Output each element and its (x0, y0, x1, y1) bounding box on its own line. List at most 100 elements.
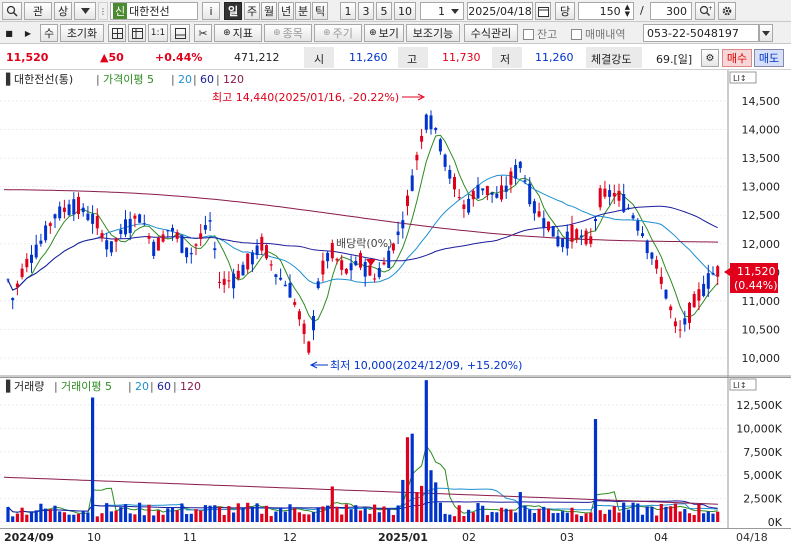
volume-bar (650, 506, 654, 522)
volume-bar (340, 514, 344, 522)
volume-bar (175, 510, 179, 522)
zoom-plus-icon[interactable]: + (695, 2, 715, 20)
stepper-icon[interactable]: ⋮ (98, 2, 108, 20)
volume-chart[interactable]: 12,500K 10,000K 7,500K 5,000K 2,500K 0K ▌ 거래량… (0, 377, 791, 528)
info-button[interactable]: i (202, 2, 220, 20)
candle-body (575, 229, 579, 240)
volume-bar (673, 503, 677, 522)
price-chart[interactable]: 14,500 14,000 13,500 13,000 12,500 12,000 11,5… (0, 70, 791, 377)
price-y-tick: 14,500 (742, 95, 781, 108)
total-input[interactable]: 300 (650, 2, 692, 20)
minute-3-button[interactable]: 3 (358, 2, 374, 20)
volume-bar (640, 514, 645, 522)
buy-button[interactable]: 매수 (722, 49, 752, 67)
watch-button[interactable]: 관 (24, 2, 52, 20)
high-annotation: 최고 14,440(2025/01/16, -20.22%) (212, 91, 399, 104)
minute-10-button[interactable]: 10 (394, 2, 416, 20)
calendar-icon[interactable] (535, 2, 551, 20)
log-scale-icon[interactable] (729, 71, 757, 84)
candle-body (58, 206, 62, 219)
volume-bar (241, 507, 245, 522)
chevron-down-icon[interactable] (759, 24, 773, 42)
account-select[interactable]: 053-22-5048197 (643, 24, 759, 42)
period-minute-tab[interactable]: 분 (295, 2, 311, 20)
candle-body (279, 277, 283, 280)
minute-1-button[interactable]: 1 (340, 2, 356, 20)
formula-button[interactable]: 수식관리 (464, 24, 518, 42)
aux-button[interactable]: 보조기능 (406, 24, 460, 42)
num-button[interactable]: 수 (40, 24, 58, 42)
candle-body (532, 201, 536, 214)
gear-icon[interactable] (718, 2, 736, 20)
candle-body (265, 245, 268, 259)
volume-bar (377, 512, 381, 522)
candle-body (391, 243, 395, 251)
stock-name-field[interactable]: 신 대한전선 (110, 2, 198, 20)
volume-bar (575, 514, 579, 522)
period-day-tab[interactable]: 일 (224, 2, 242, 20)
period-tick-tab[interactable]: 틱 (312, 2, 328, 20)
volume-bar (189, 513, 193, 522)
period-month-tab[interactable]: 월 (261, 2, 277, 20)
reset-button[interactable]: 초기화 (60, 24, 104, 42)
period-button[interactable]: ⊕ 주기 (314, 24, 362, 42)
volume-bar (467, 509, 471, 522)
minute-5-button[interactable]: 5 (376, 2, 392, 20)
volume-bar (471, 512, 475, 522)
candle-body (523, 180, 527, 182)
candle-body (288, 283, 292, 298)
scissors-icon[interactable]: ✂ (194, 24, 212, 42)
candle-body (448, 169, 452, 179)
candle-body (518, 161, 522, 169)
grid-icon[interactable] (108, 24, 126, 42)
balance-checkbox[interactable]: 잔고 (523, 26, 557, 42)
candle-body (142, 223, 146, 225)
volume-bar (302, 514, 306, 522)
volume-bar (293, 508, 297, 522)
candle-body (565, 231, 569, 249)
panel-icon[interactable] (170, 24, 190, 42)
chevron-right-icon[interactable]: ▶ (24, 28, 32, 38)
candle-body (100, 233, 104, 239)
ratio-icon[interactable]: 1:1 (148, 24, 168, 42)
magnifier-icon[interactable] (2, 2, 22, 20)
table-icon[interactable] (128, 24, 146, 42)
tick-select[interactable]: 1 (420, 2, 464, 20)
volume-bar (100, 513, 104, 522)
volume-bar (321, 506, 325, 522)
volume-bar (438, 502, 442, 522)
period-week-tab[interactable]: 주 (244, 2, 260, 20)
period-year-tab[interactable]: 년 (278, 2, 294, 20)
volume-bar (598, 510, 602, 522)
candle-body (467, 198, 471, 213)
indicator-button[interactable]: ⊕ 지표 (214, 24, 262, 42)
low-label: 저 (500, 53, 511, 66)
gear-icon[interactable]: ⚙ (701, 49, 719, 67)
ascend-button[interactable]: 상 (54, 2, 72, 20)
square-icon[interactable]: ■ (5, 28, 13, 38)
volume-bar (551, 513, 555, 522)
chevron-down-icon[interactable] (74, 2, 96, 20)
count-stepper[interactable]: 150 ▲ ▼ (578, 2, 634, 20)
volume-bar (589, 512, 593, 522)
volume-bar (391, 514, 395, 522)
sell-button[interactable]: 매도 (754, 49, 784, 67)
log-scale-icon-label: LI↕ (733, 74, 747, 83)
volume-bar (349, 509, 353, 522)
price-legend-ma5: 가격이평 5 (103, 73, 154, 86)
view-button[interactable]: ⊕ 보기 (364, 24, 404, 42)
stock-button[interactable]: ⊕ 종목 (264, 24, 312, 42)
trades-checkbox[interactable]: 매매내역 (571, 26, 625, 42)
candle-body (307, 341, 311, 353)
date-input[interactable]: 2025/04/18 (467, 2, 533, 20)
candle-body (227, 280, 231, 282)
volume-bar (396, 505, 400, 522)
low-label-bg (492, 47, 522, 68)
unit-label[interactable]: 당 (555, 2, 575, 20)
moving-average-line (3, 189, 719, 243)
candle-body (250, 252, 254, 265)
candle-body (631, 215, 635, 219)
count-separator: / (640, 4, 644, 17)
toolbar-bottom: ■ ▶ 수 초기화 1:1 ✂ ⊕ 지표 ⊕ 종목 ⊕ 주기 ⊕ 보기 보조기능 수식관… (0, 22, 791, 44)
log-scale-icon[interactable] (729, 378, 757, 391)
